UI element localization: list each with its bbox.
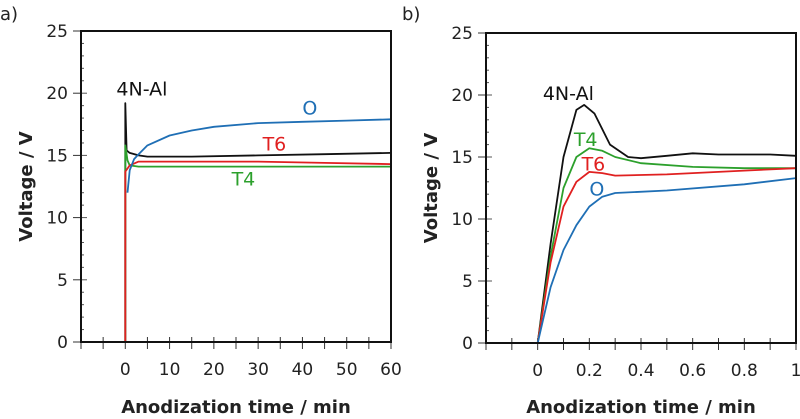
y-tick-label: 0: [462, 334, 473, 354]
series-label: T6: [262, 133, 287, 155]
y-tick-label: 20: [451, 86, 473, 106]
panel-label: a): [0, 4, 18, 25]
y-tick-label: 5: [57, 271, 68, 291]
series-label: 4N-Al: [543, 83, 594, 105]
y-tick-label: 0: [57, 333, 68, 353]
panel-a: a) 0 10 20 30 40 50 60 0 5 10 15 20 25 Anodization tim…: [0, 4, 402, 418]
series-line-4n-al: [124, 102, 392, 342]
series-label: T4: [573, 129, 598, 151]
x-tick-label: 40: [292, 360, 314, 380]
x-tick-label: 0: [120, 360, 131, 380]
panel-label: b): [402, 4, 420, 25]
y-tick-label: 25: [46, 22, 68, 42]
series-label: 4N-Al: [116, 79, 167, 101]
x-axis-label: Anodization time / min: [526, 397, 756, 418]
y-tick-label: 15: [46, 146, 68, 166]
y-tick-label: 10: [451, 210, 473, 230]
x-tick-label: 0.4: [627, 361, 654, 381]
series-label: T6: [581, 154, 606, 176]
series-line-t4: [536, 147, 796, 344]
y-tick-label: 10: [46, 209, 68, 229]
y-tick-label: 5: [462, 272, 473, 292]
series-line-t6: [536, 167, 797, 344]
series-line-o: [536, 177, 797, 344]
series-label: T4: [231, 168, 256, 190]
x-tick-label: 0.2: [576, 361, 603, 381]
x-tick-label: 0: [532, 361, 543, 381]
series-line-o: [126, 118, 392, 193]
x-tick-label: 0.6: [679, 361, 706, 381]
x-tick-label: 60: [380, 360, 402, 380]
y-tick-label: 25: [451, 24, 473, 44]
x-axis-label: Anodization time / min: [121, 397, 351, 418]
y-axis-label: Voltage / V: [16, 131, 37, 241]
plot-frame: [80, 30, 392, 343]
x-tick-label: 50: [336, 360, 358, 380]
series-line-t4: [124, 144, 391, 342]
y-tick-label: 20: [46, 84, 68, 104]
x-tick-label: 0.8: [731, 361, 758, 381]
x-tick-label: 30: [247, 360, 269, 380]
plot-frame: [485, 32, 797, 344]
series-line-t6: [124, 160, 392, 342]
series-label: O: [302, 97, 317, 119]
series-label: O: [589, 178, 604, 200]
x-tick-label: 1: [791, 361, 800, 381]
y-axis-label: Voltage / V: [421, 133, 442, 243]
y-tick-label: 15: [451, 148, 473, 168]
x-tick-label: 10: [159, 360, 181, 380]
series-line-4n-al: [536, 104, 797, 344]
x-tick-label: 20: [203, 360, 225, 380]
